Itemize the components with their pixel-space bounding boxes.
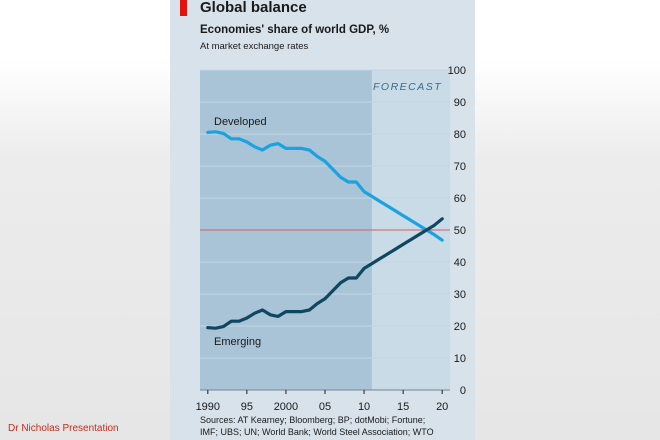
y-tick-label: 30 — [454, 289, 466, 301]
y-tick-label: 70 — [454, 161, 466, 173]
sources-line-1: Sources: AT Kearney; Bloomberg; BP; dotM… — [200, 415, 426, 425]
y-axis-ticks: 0 10 20 30 40 50 60 70 80 90 100 — [448, 65, 466, 397]
series-label-developed: Developed — [214, 116, 267, 128]
y-tick-label: 10 — [454, 353, 466, 365]
series-layer — [206, 130, 444, 330]
y-tick-label: 100 — [448, 65, 466, 77]
x-tick-label: 2000 — [274, 401, 298, 413]
chart-title: Global balance — [200, 0, 307, 16]
chart-subtitle: Economies' share of world GDP, % — [200, 24, 390, 36]
chart-note: At market exchange rates — [200, 41, 309, 52]
forecast-label: FORECAST — [373, 81, 442, 93]
sources-note: Sources: AT Kearney; Bloomberg; BP; dotM… — [200, 414, 434, 438]
x-axis-ticks: 1990 95 2000 05 10 15 20 — [196, 390, 448, 413]
sources-line-2: IMF; UBS; UN; World Bank; World Steel As… — [200, 427, 434, 437]
y-tick-label: 80 — [454, 129, 466, 141]
grid-lines — [200, 69, 450, 391]
x-tick-label: 95 — [241, 401, 253, 413]
presentation-credit: Dr Nicholas Presentation — [8, 423, 119, 434]
y-tick-label: 40 — [454, 257, 466, 269]
x-tick-label: 20 — [436, 401, 448, 413]
series-line-developed — [206, 130, 444, 242]
x-tick-label: 10 — [358, 401, 370, 413]
y-tick-label: 60 — [454, 193, 466, 205]
y-tick-label: 50 — [454, 225, 466, 237]
title-marker — [180, 0, 187, 16]
x-tick-label: 05 — [319, 401, 331, 413]
y-tick-label: 90 — [454, 97, 466, 109]
x-tick-label: 1990 — [196, 401, 220, 413]
y-tick-label: 20 — [454, 321, 466, 333]
series-label-emerging: Emerging — [214, 336, 261, 348]
y-tick-label: 0 — [460, 385, 466, 397]
series-line-emerging — [206, 217, 444, 330]
x-tick-label: 15 — [397, 401, 409, 413]
